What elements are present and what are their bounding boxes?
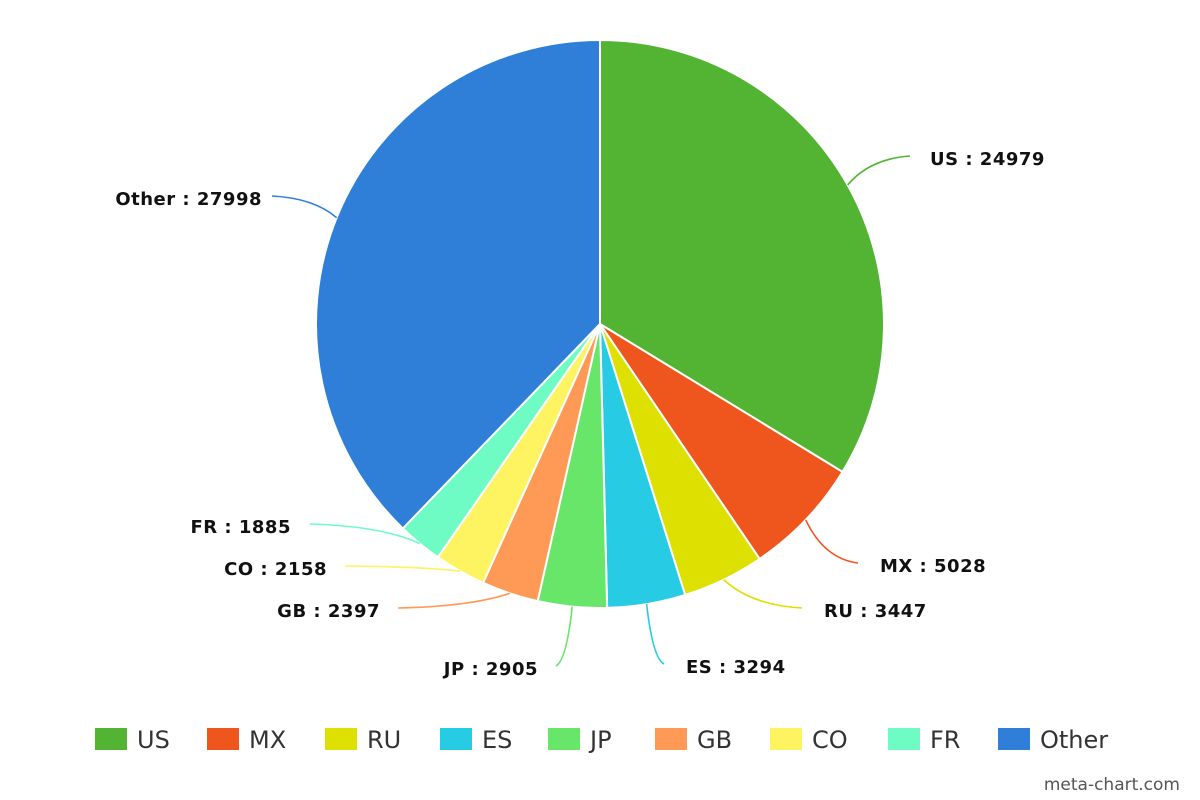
callout-label-mx: MX : 5028 [880, 556, 986, 577]
legend-label-fr: FR [930, 726, 960, 754]
legend-swatch-es [440, 728, 472, 750]
legend-swatch-mx [207, 728, 239, 750]
callout-label-other: Other : 27998 [115, 189, 262, 210]
legend-swatch-jp [548, 728, 580, 750]
legend-swatch-ru [325, 728, 357, 750]
legend: US MX RU ES JP GB CO FR Other [95, 726, 1108, 754]
legend-item-ru[interactable]: RU [325, 726, 401, 754]
pie-slice-other[interactable] [315, 39, 601, 530]
leader-line-es [645, 604, 665, 665]
callout-label-es: ES : 3294 [686, 657, 786, 678]
leader-line-ru [723, 579, 803, 609]
callout-label-us: US : 24979 [930, 149, 1045, 170]
legend-label-co: CO [812, 726, 848, 754]
legend-label-us: US [137, 726, 170, 754]
legend-item-jp[interactable]: JP [548, 726, 612, 754]
legend-swatch-gb [655, 728, 687, 750]
legend-label-jp: JP [588, 726, 612, 754]
legend-label-mx: MX [249, 726, 286, 754]
callout-label-co: CO : 2158 [224, 559, 327, 580]
legend-item-mx[interactable]: MX [207, 726, 286, 754]
callout-leader-lines [271, 155, 911, 667]
pie-slice-us[interactable] [599, 39, 885, 473]
callout-labels: US : 24979 MX : 5028 RU : 3447 ES : 3294 JP … [115, 149, 1045, 680]
legend-swatch-fr [888, 728, 920, 750]
legend-label-other: Other [1040, 726, 1108, 754]
legend-item-other[interactable]: Other [998, 726, 1108, 754]
legend-swatch-co [770, 728, 802, 750]
legend-swatch-us [95, 728, 127, 750]
legend-item-es[interactable]: ES [440, 726, 512, 754]
legend-item-fr[interactable]: FR [888, 726, 960, 754]
callout-label-jp: JP : 2905 [442, 659, 538, 680]
leader-line-fr [309, 523, 421, 545]
legend-item-gb[interactable]: GB [655, 726, 732, 754]
callout-label-gb: GB : 2397 [277, 601, 380, 622]
leader-line-co [344, 565, 460, 572]
callout-label-ru: RU : 3447 [824, 601, 927, 622]
leader-line-jp [555, 606, 574, 667]
legend-item-us[interactable]: US [95, 726, 170, 754]
callout-label-fr: FR : 1885 [191, 517, 292, 538]
legend-label-gb: GB [697, 726, 732, 754]
leader-line-us [847, 155, 911, 186]
pie-slices [315, 39, 885, 609]
leader-line-other [271, 195, 338, 219]
legend-label-ru: RU [367, 726, 401, 754]
legend-swatch-other [998, 728, 1030, 750]
leader-line-mx [804, 519, 859, 564]
pie-slice-mx[interactable] [599, 323, 844, 560]
leader-line-gb [397, 592, 511, 609]
legend-item-co[interactable]: CO [770, 726, 848, 754]
watermark-text: meta-chart.com [1044, 775, 1180, 795]
legend-label-es: ES [482, 726, 512, 754]
